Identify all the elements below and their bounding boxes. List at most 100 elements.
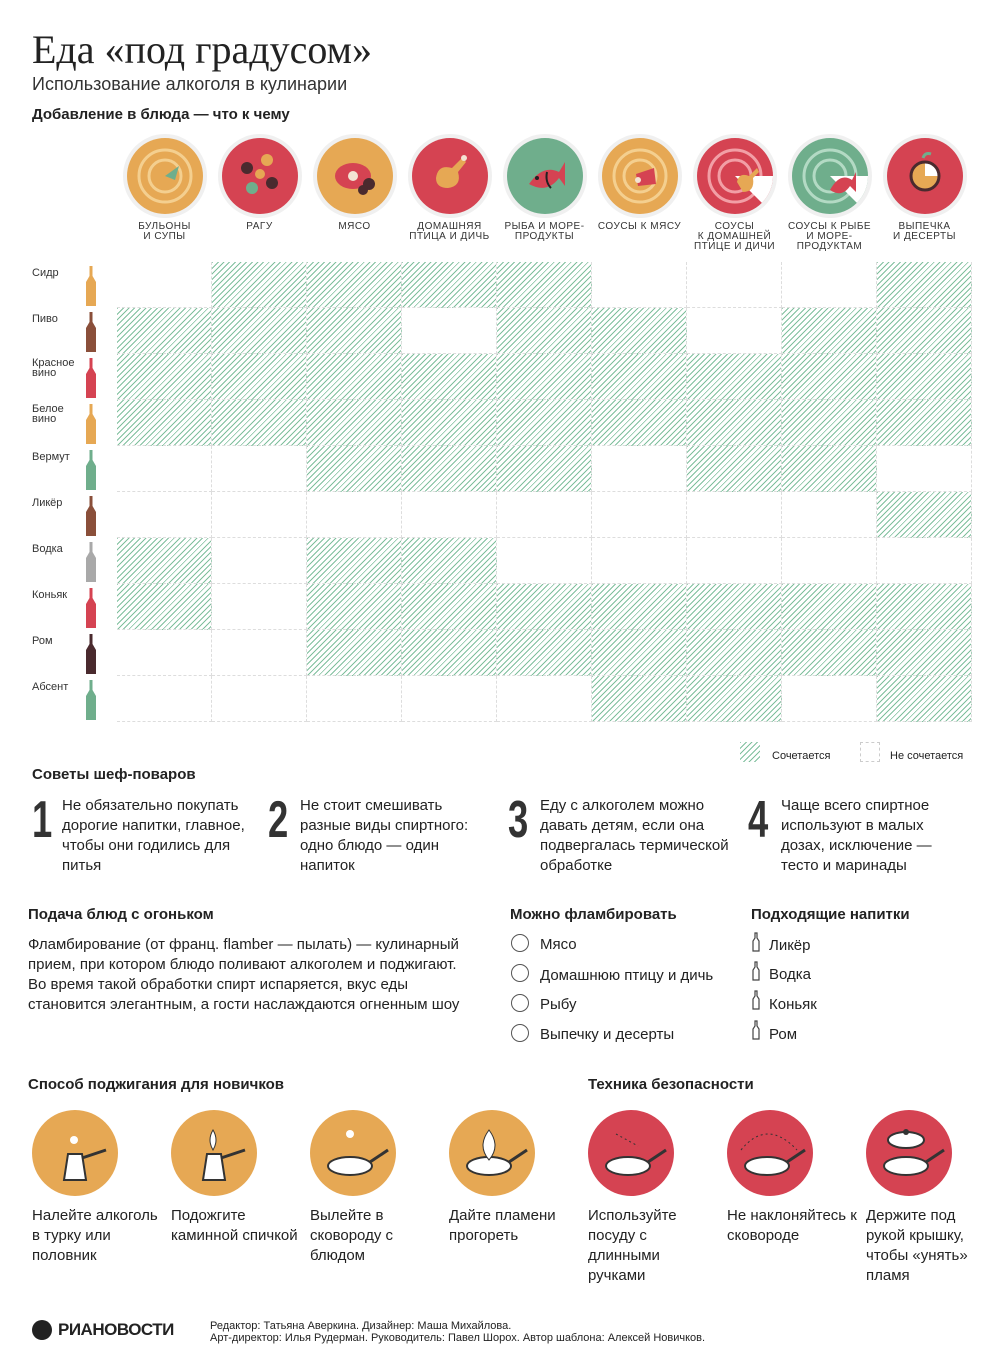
- beginner-title: Способ поджигания для новичков: [28, 1076, 285, 1093]
- column-header: СОУСЫ К РЫБЕ И МОРЕ- ПРОДУКТАМ: [782, 138, 877, 252]
- fish-icon: [511, 994, 529, 1012]
- long-handle-pan-icon: [588, 1110, 674, 1196]
- cell-incompatible: [687, 262, 782, 308]
- row-label: Вермут: [32, 451, 70, 463]
- column-label: БУЛЬОНЫ И СУПЫ: [138, 221, 191, 242]
- row-label: Коньяк: [32, 589, 68, 601]
- step-text: Используйте посуду с длинными ручками: [588, 1207, 677, 1284]
- bottle-icon: [86, 358, 96, 398]
- step-text: Налейте алкоголь в турку или половник: [32, 1207, 158, 1264]
- cell-incompatible: [212, 584, 307, 630]
- list-item: Коньяк: [769, 996, 817, 1013]
- tip-number: 3: [508, 791, 529, 849]
- cell-incompatible: [212, 538, 307, 584]
- column-label: РАГУ: [246, 221, 273, 232]
- cell-incompatible: [402, 308, 497, 354]
- cell-incompatible: [497, 538, 592, 584]
- column-header: ДОМАШНЯЯ ПТИЦА И ДИЧЬ: [402, 138, 497, 242]
- cell-compatible: [307, 584, 402, 630]
- page-title: Еда «под градусом»: [32, 27, 372, 72]
- cell-incompatible: [212, 676, 307, 722]
- page-subtitle: Использование алкоголя в кулинарии: [32, 74, 348, 94]
- cell-compatible: [497, 584, 592, 630]
- credits: Редактор: Татьяна Аверкина. Дизайнер: Ма…: [210, 1320, 705, 1344]
- cell-compatible: [212, 308, 307, 354]
- legend-no-swatch: [860, 742, 880, 762]
- step-text: Не наклоняйтесь к сковороде: [727, 1207, 857, 1244]
- cell-compatible: [497, 308, 592, 354]
- legend-no-label: Не сочетается: [890, 750, 964, 762]
- cell-incompatible: [877, 446, 972, 492]
- cell-compatible: [307, 308, 402, 354]
- cell-compatible: [307, 354, 402, 400]
- row-label: Водка: [32, 543, 63, 555]
- cell-compatible: [877, 630, 972, 676]
- meat-sauce-icon: [601, 138, 678, 214]
- cell-incompatible: [117, 492, 212, 538]
- row-label: Красное вино: [32, 357, 75, 379]
- column-header: БУЛЬОНЫ И СУПЫ: [117, 138, 212, 242]
- column-label: РЫБА И МОРЕ- ПРОДУКТЫ: [504, 221, 585, 242]
- cell-compatible: [592, 584, 687, 630]
- flambe-text: Фламбирование (от франц. flamber — пылат…: [28, 936, 460, 1013]
- cell-compatible: [307, 262, 402, 308]
- tip-number: 1: [32, 791, 53, 849]
- column-header: РАГУ: [212, 138, 307, 232]
- row-label: Пиво: [32, 313, 58, 325]
- cell-compatible: [402, 584, 497, 630]
- cell-compatible: [402, 262, 497, 308]
- row-label: Ликёр: [32, 497, 63, 509]
- logo-text: РИАНОВОСТИ: [58, 1320, 174, 1339]
- cell-incompatible: [592, 446, 687, 492]
- cell-compatible: [877, 262, 972, 308]
- cell-incompatible: [402, 676, 497, 722]
- cell-compatible: [117, 538, 212, 584]
- cell-incompatible: [117, 630, 212, 676]
- bottle-icon: [752, 932, 760, 952]
- cell-incompatible: [402, 492, 497, 538]
- bottle-icon: [86, 634, 96, 674]
- row-label: Абсент: [32, 681, 69, 693]
- column-header: ВЫПЕЧКА И ДЕСЕРТЫ: [877, 138, 972, 242]
- cell-compatible: [592, 676, 687, 722]
- row-label: Белое вино: [32, 403, 64, 425]
- step-text: Вылейте в сковороду с блюдом: [310, 1207, 393, 1264]
- list-item: Рыбу: [540, 996, 577, 1013]
- tip-number: 4: [748, 791, 769, 849]
- tip-text: Еду с алкоголем можно давать детям, если…: [540, 797, 729, 874]
- cell-compatible: [877, 400, 972, 446]
- legend-yes-label: Сочетается: [772, 750, 831, 762]
- cell-compatible: [782, 400, 877, 446]
- table-title: Добавление в блюда — что к чему: [32, 106, 290, 123]
- cell-compatible: [212, 354, 307, 400]
- cell-compatible: [117, 400, 212, 446]
- cell-compatible: [592, 354, 687, 400]
- cell-compatible: [782, 584, 877, 630]
- poultry-sauce-icon: [696, 138, 773, 214]
- cell-compatible: [687, 630, 782, 676]
- column-header: СОУСЫ К МЯСУ: [592, 138, 687, 232]
- cell-incompatible: [687, 308, 782, 354]
- drinks-title: Подходящие напитки: [751, 906, 910, 923]
- turk-fire-icon: [171, 1110, 257, 1196]
- step-text: Держите под рукой крышку, чтобы «унять» …: [866, 1207, 968, 1284]
- bottle-icon: [86, 312, 96, 352]
- cell-compatible: [307, 538, 402, 584]
- can-flambe-title: Можно фламбировать: [510, 906, 677, 923]
- meat-icon: [511, 934, 529, 952]
- dessert-icon: [886, 138, 963, 214]
- step-text: Дайте пламени прогореть: [449, 1207, 556, 1244]
- cell-compatible: [402, 354, 497, 400]
- column-label: СОУСЫ К МЯСУ: [597, 221, 682, 232]
- list-item: Выпечку и десерты: [540, 1026, 675, 1043]
- list-item: Домашнюю птицу и дичь: [540, 967, 714, 984]
- cell-incompatible: [782, 538, 877, 584]
- cell-compatible: [687, 584, 782, 630]
- bottle-icon: [752, 961, 760, 981]
- cell-incompatible: [782, 676, 877, 722]
- tip-number: 2: [268, 791, 289, 849]
- poultry-icon: [411, 138, 488, 214]
- cell-compatible: [687, 446, 782, 492]
- cell-incompatible: [212, 492, 307, 538]
- fish-icon: [506, 138, 583, 214]
